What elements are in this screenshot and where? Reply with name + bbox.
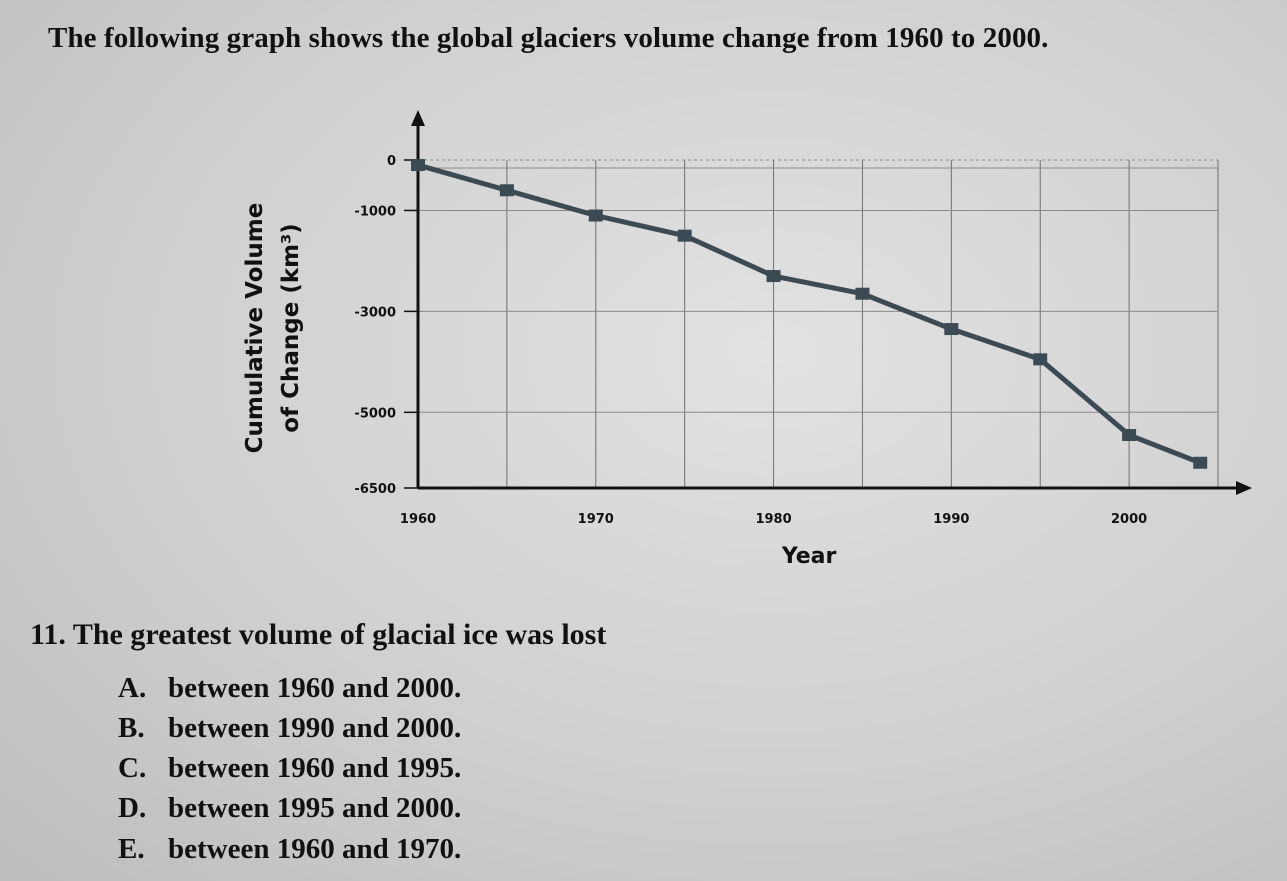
data-point — [1033, 353, 1048, 366]
option-b-text: between 1990 and 2000. — [168, 712, 462, 744]
data-point — [944, 323, 959, 336]
option-e-letter: E. — [118, 833, 145, 865]
option-e[interactable]: E. between 1960 and 1970. — [118, 833, 461, 866]
x-axis-title: Year — [781, 544, 837, 569]
option-d-letter: D. — [118, 792, 147, 824]
data-point — [588, 209, 603, 222]
y-axis-title-line: Cumulative Volume — [242, 203, 268, 454]
question-11: 11. The greatest volume of glacial ice w… — [30, 618, 606, 652]
data-point — [766, 270, 781, 283]
x-tick-label: 1970 — [578, 512, 614, 527]
x-tick-label: 1980 — [755, 512, 791, 527]
option-a-letter: A. — [118, 672, 147, 704]
option-a[interactable]: A. between 1960 and 2000. — [118, 672, 461, 705]
option-c[interactable]: C. between 1960 and 1995. — [118, 752, 461, 785]
y-tick-label: 0 — [387, 154, 396, 169]
question-stem: The greatest volume of glacial ice was l… — [72, 618, 607, 651]
x-tick-label: 2000 — [1111, 512, 1147, 527]
data-point — [411, 159, 425, 172]
data-point — [855, 287, 870, 300]
y-tick-label: -6500 — [354, 482, 396, 497]
option-c-text: between 1960 and 1995. — [168, 752, 462, 784]
x-axis-arrowhead — [1236, 481, 1252, 495]
question-number: 11. — [30, 618, 66, 651]
option-b-letter: B. — [118, 712, 145, 744]
data-point — [1122, 429, 1137, 442]
data-point — [499, 184, 514, 197]
option-b[interactable]: B. between 1990 and 2000. — [118, 712, 461, 745]
y-tick-label: -3000 — [354, 305, 396, 320]
data-point — [1193, 456, 1208, 469]
option-c-letter: C. — [118, 752, 147, 784]
option-e-text: between 1960 and 1970. — [168, 833, 462, 865]
option-a-text: between 1960 and 2000. — [168, 672, 462, 704]
option-d[interactable]: D. between 1995 and 2000. — [118, 792, 461, 825]
data-point — [677, 229, 692, 242]
y-tick-label: -1000 — [354, 204, 396, 219]
y-tick-label: -5000 — [354, 406, 396, 421]
y-axis-arrowhead — [411, 110, 425, 126]
x-tick-label: 1990 — [933, 512, 969, 527]
series-line — [417, 162, 1202, 466]
option-d-text: between 1995 and 2000. — [168, 792, 462, 824]
y-axis-title-line: of Change (km³) — [278, 223, 304, 432]
x-tick-label: 1960 — [400, 512, 436, 527]
line-chart: 0 -1000 -3000 -5000 -6500 1960 1970 1980 1990 200… — [242, 110, 1252, 569]
intro-text: The following graph shows the global gla… — [48, 22, 1049, 54]
